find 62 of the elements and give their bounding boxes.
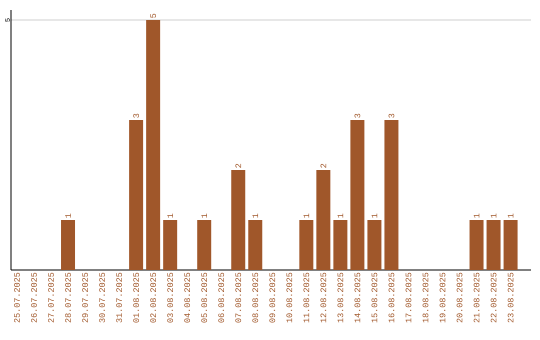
bar bbox=[197, 220, 212, 270]
data-label: 1 bbox=[338, 214, 344, 218]
data-label: 1 bbox=[372, 214, 378, 218]
bar bbox=[470, 220, 484, 270]
data-label: 1 bbox=[167, 214, 173, 218]
data-label: 2 bbox=[235, 164, 242, 168]
data-label: 1 bbox=[508, 214, 514, 218]
x-tick-label: 09.08.2025 bbox=[269, 272, 276, 322]
x-tick-label: 23.08.2025 bbox=[508, 272, 514, 322]
x-tick-label: 06.08.2025 bbox=[218, 272, 224, 322]
x-tick-label: 31.07.2025 bbox=[116, 272, 122, 322]
x-tick-label: 16.08.2025 bbox=[388, 272, 394, 322]
bar bbox=[316, 170, 330, 270]
bar bbox=[486, 220, 501, 270]
bar bbox=[504, 220, 518, 270]
x-tick-label: 19.08.2025 bbox=[440, 272, 446, 322]
x-tick-label: 02.08.2025 bbox=[150, 272, 156, 322]
x-tick-label: 05.08.2025 bbox=[201, 272, 208, 322]
x-tick-label: 21.08.2025 bbox=[474, 272, 480, 322]
x-tick-label: 22.08.2025 bbox=[490, 272, 496, 322]
x-tick-label: 29.07.2025 bbox=[82, 272, 88, 322]
data-label: 1 bbox=[474, 214, 480, 218]
x-tick-label: 08.08.2025 bbox=[252, 272, 258, 322]
x-tick-label: 10.08.2025 bbox=[286, 272, 292, 322]
x-tick-label: 12.08.2025 bbox=[320, 272, 326, 322]
bar bbox=[384, 120, 398, 270]
x-tick-label: 07.08.2025 bbox=[235, 272, 242, 322]
x-tick-label: 01.08.2025 bbox=[133, 272, 139, 322]
x-tick-label: 13.08.2025 bbox=[337, 272, 344, 322]
x-tick-label: 26.07.2025 bbox=[31, 272, 37, 322]
bar bbox=[333, 220, 348, 270]
data-label: 2 bbox=[320, 164, 326, 168]
bar bbox=[146, 20, 160, 270]
data-label: 1 bbox=[252, 214, 258, 218]
data-label: 3 bbox=[354, 114, 360, 118]
bar bbox=[367, 220, 382, 270]
x-tick-label: 27.07.2025 bbox=[48, 272, 54, 322]
bar bbox=[129, 120, 144, 270]
x-tick-label: 30.07.2025 bbox=[99, 272, 105, 322]
bar bbox=[350, 120, 364, 270]
bar bbox=[163, 220, 178, 270]
data-label: 1 bbox=[490, 214, 496, 218]
x-tick-label: 15.08.2025 bbox=[372, 272, 378, 322]
data-label: 5 bbox=[150, 14, 156, 18]
bar bbox=[61, 220, 76, 270]
data-label: 3 bbox=[133, 114, 139, 118]
data-label: 1 bbox=[201, 214, 207, 218]
x-tick-label: 18.08.2025 bbox=[422, 272, 428, 322]
x-tick-label: 28.07.2025 bbox=[65, 272, 71, 322]
x-tick-label: 25.07.2025 bbox=[14, 272, 20, 322]
x-tick-label: 14.08.2025 bbox=[354, 272, 360, 322]
x-tick-label: 20.08.2025 bbox=[456, 272, 462, 322]
data-label: 1 bbox=[65, 214, 71, 218]
bar bbox=[231, 170, 246, 270]
x-tick-label: 17.08.2025 bbox=[406, 272, 412, 322]
data-label: 1 bbox=[304, 214, 310, 218]
x-tick-label: 11.08.2025 bbox=[303, 272, 310, 322]
bar bbox=[248, 220, 262, 270]
data-label: 3 bbox=[388, 114, 394, 118]
x-tick-label: 03.08.2025 bbox=[167, 272, 174, 322]
x-tick-label: 04.08.2025 bbox=[184, 272, 190, 322]
bar bbox=[299, 220, 314, 270]
